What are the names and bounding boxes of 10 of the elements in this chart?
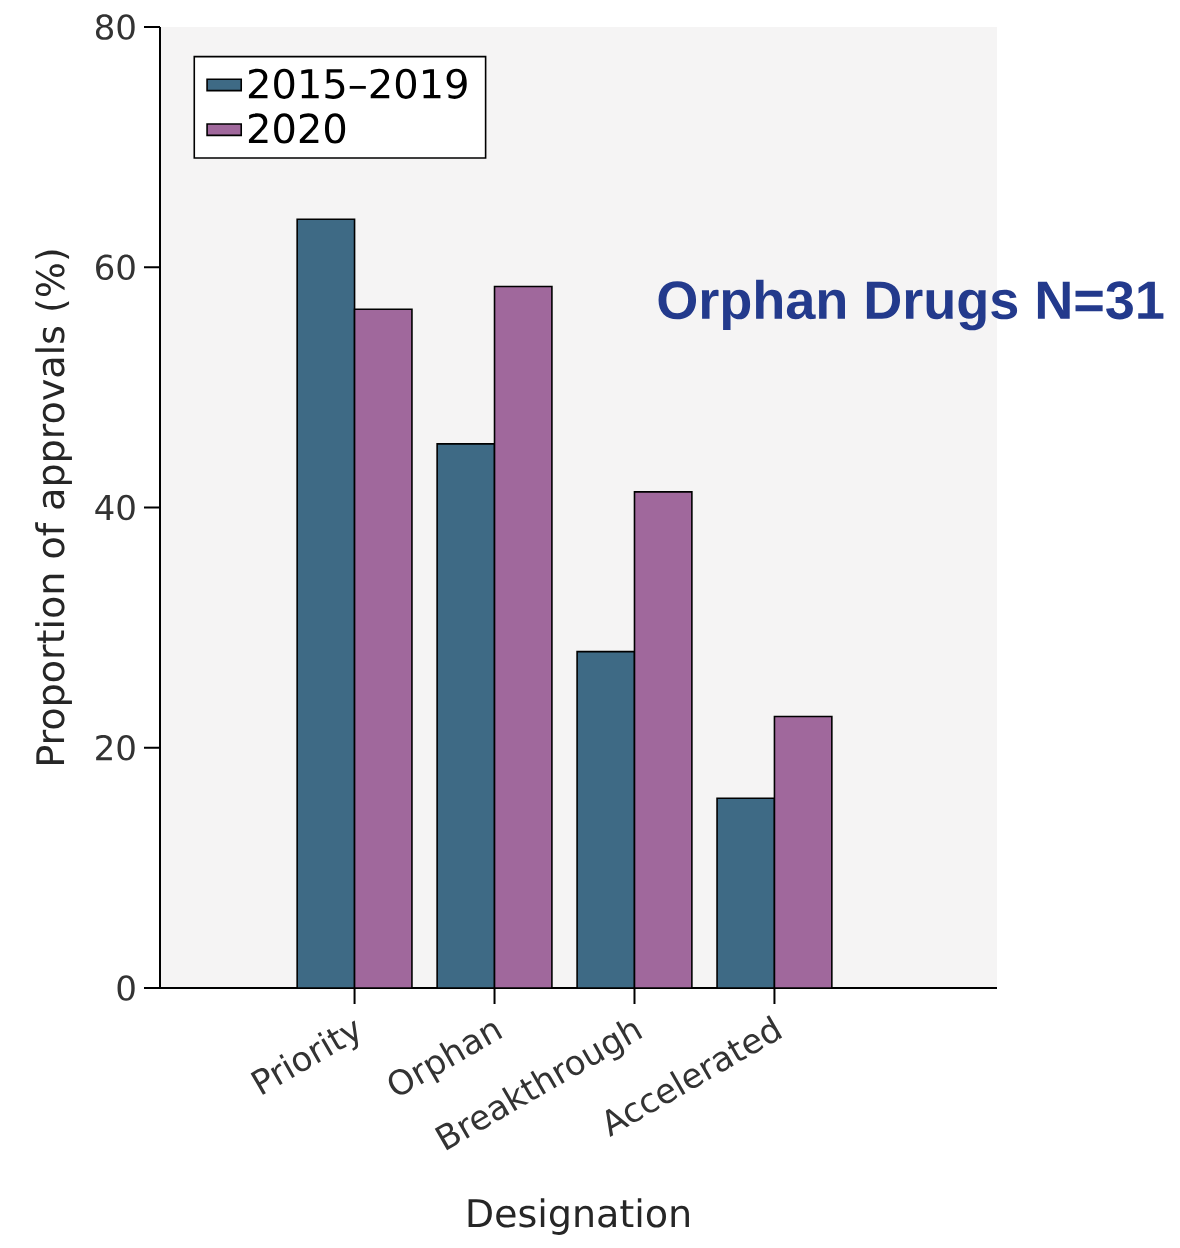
y-tick-label: 60 bbox=[96, 254, 135, 281]
x-axis-title: Designation bbox=[468, 1198, 689, 1235]
legend-label: 2015–2019 bbox=[248, 68, 467, 99]
y-tick-label: 80 bbox=[95, 14, 135, 40]
annotation: Orphan Drugs N=31 bbox=[658, 279, 1164, 331]
legend-label: 2020 bbox=[248, 113, 346, 144]
y-tick-label: 20 bbox=[96, 734, 135, 761]
y-axis-title: Proportion of approvals (%) bbox=[35, 250, 72, 764]
y-tick-label: 0 bbox=[117, 975, 135, 1001]
y-tick-label: 40 bbox=[95, 494, 135, 521]
